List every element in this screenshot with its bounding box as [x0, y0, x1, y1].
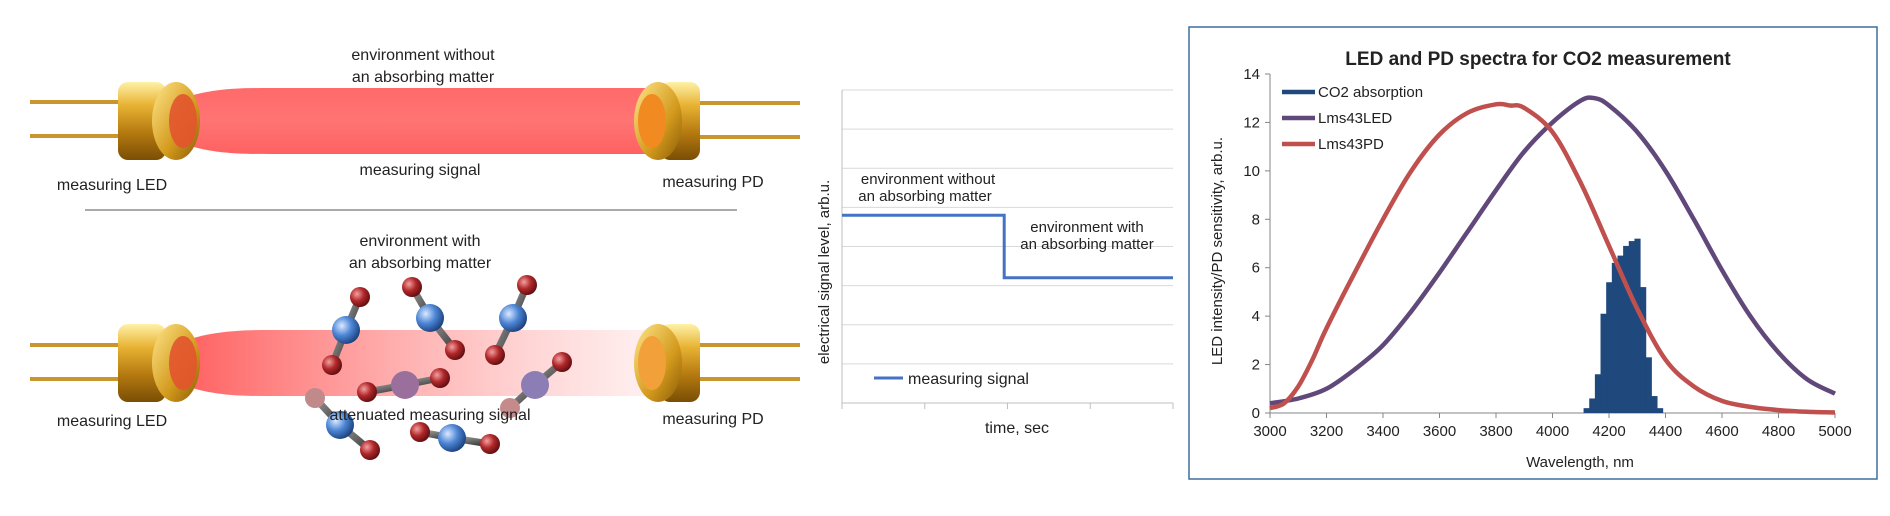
co2-absorption-bar	[1594, 374, 1602, 413]
bottom-env-line1: environment with	[360, 233, 481, 250]
top-pd-label: measuring PD	[662, 174, 763, 191]
chart2-y-axis-title: LED intensity/PD sensitivity, arb.u.	[1209, 137, 1226, 365]
co2-absorption-bar	[1651, 396, 1658, 413]
chart2-x-tick-label: 3600	[1423, 423, 1456, 440]
co2-molecule	[410, 422, 500, 454]
chart2-y-tick-label: 12	[1243, 114, 1260, 131]
chart2-y-tick-label: 6	[1252, 260, 1260, 277]
chart2-x-axis-title: Wavelength, nm	[1526, 454, 1634, 471]
co2-absorption-bars	[1583, 238, 1664, 413]
photodiode-top	[634, 82, 800, 160]
co2-absorption-bar	[1634, 238, 1641, 413]
bottom-led-label: measuring LED	[57, 413, 167, 430]
top-env-line1: environment without	[351, 47, 495, 64]
chart2-series	[1269, 95, 1837, 415]
led-emitter-top	[118, 82, 200, 160]
chart2-y-tick-label: 4	[1252, 308, 1260, 325]
chart2-x-tick-label: 4400	[1649, 423, 1682, 440]
chart2-y-tick-label: 14	[1243, 66, 1260, 83]
led-lead-lower	[30, 134, 130, 138]
spectra-chart: LED and PD spectra for CO2 measurement 0…	[1188, 26, 1878, 480]
top-signal-label: measuring signal	[360, 162, 481, 179]
bottom-signal-label: attenuated measuring signal	[329, 407, 530, 424]
co2-molecule	[402, 277, 465, 360]
co2-absorption-bar	[1623, 245, 1630, 413]
signal-level-chart: environment without an absorbing matter …	[816, 89, 1174, 437]
chart1-series	[842, 213, 1173, 280]
series-line-lms43led	[1269, 95, 1837, 406]
chart2-x-tick-label: 4000	[1536, 423, 1569, 440]
led-lead-upper	[30, 343, 130, 347]
annotation-without-line2: an absorbing matter	[858, 188, 991, 205]
led-emitter-bottom	[118, 324, 200, 402]
co2-molecule	[485, 275, 537, 365]
chart2-x-tick-label: 4800	[1762, 423, 1795, 440]
light-beam-top	[178, 88, 652, 154]
chart2-axes: 0 2 4 6 8 10 12 14 3000 3200 3400 3600 3800 4000 4200 4…	[1243, 66, 1851, 440]
chart2-y-tick-label: 2	[1252, 357, 1260, 374]
co2-absorption-bar	[1657, 408, 1664, 413]
top-setup: environment without an absorbing matter …	[30, 47, 800, 194]
co2-molecule	[322, 287, 370, 375]
co2-absorption-bar	[1600, 313, 1607, 413]
top-env-line2: an absorbing matter	[352, 69, 495, 86]
annotation-with-line2: an absorbing matter	[1020, 236, 1153, 253]
series-line-lms43pd	[1269, 101, 1836, 415]
chart2-x-tick-label: 3800	[1479, 423, 1512, 440]
chart2-x-tick-label: 5000	[1818, 423, 1851, 440]
chart2-y-tick-label: 0	[1252, 405, 1260, 422]
legend-label-co2-absorption: CO2 absorption	[1318, 84, 1423, 101]
co2-absorption-bar	[1645, 357, 1652, 413]
co2-molecule	[357, 368, 450, 402]
co2-absorption-bar	[1640, 287, 1647, 413]
photodiode-bottom	[634, 324, 800, 402]
bottom-env-line2: an absorbing matter	[349, 255, 492, 272]
chart2-x-tick-label: 4200	[1592, 423, 1625, 440]
chart1-axes	[841, 90, 1174, 409]
bottom-pd-label: measuring PD	[662, 411, 763, 428]
chart2-x-tick-label: 3000	[1253, 423, 1286, 440]
bottom-setup: environment with an absorbing matter att…	[30, 233, 800, 460]
co2-molecule	[500, 352, 572, 418]
co2-absorption-bar	[1628, 241, 1635, 413]
led-lead-lower	[30, 377, 130, 381]
chart2-legend: CO2 absorption Lms43LED Lms43PD	[1282, 84, 1423, 153]
legend-label-measuring-signal: measuring signal	[908, 371, 1029, 388]
chart2-x-tick-label: 3400	[1366, 423, 1399, 440]
chart1-y-axis-title: electrical signal level, arb.u.	[816, 180, 833, 364]
co2-absorption-bar	[1606, 282, 1613, 413]
chart2-frame	[1188, 26, 1878, 480]
co2-absorption-bar	[1583, 408, 1590, 413]
chart2-x-tick-label: 4600	[1705, 423, 1738, 440]
chart2-y-tick-label: 10	[1243, 163, 1260, 180]
chart2-title: LED and PD spectra for CO2 measurement	[1345, 49, 1731, 70]
legend-label-lms43led: Lms43LED	[1318, 110, 1392, 127]
co2-absorption-bar	[1611, 262, 1618, 413]
annotation-with-line1: environment with	[1030, 219, 1143, 236]
led-lead-upper	[30, 100, 130, 104]
chart1-x-axis-title: time, sec	[985, 420, 1049, 437]
series-line-measuring-signal	[842, 213, 1173, 280]
co2-absorption-bar	[1617, 255, 1624, 413]
top-led-label: measuring LED	[57, 177, 167, 194]
legend-label-lms43pd: Lms43PD	[1318, 136, 1384, 153]
co2-absorption-bar	[1589, 398, 1596, 413]
co2-molecule	[305, 388, 380, 460]
chart2-y-tick-label: 8	[1252, 211, 1260, 228]
annotation-without-line1: environment without	[861, 171, 996, 188]
chart2-x-tick-label: 3200	[1310, 423, 1343, 440]
